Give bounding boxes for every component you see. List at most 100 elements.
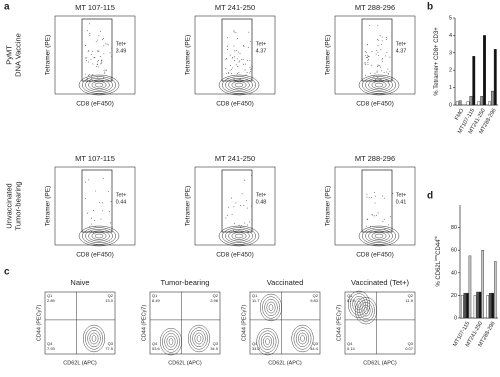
plot-title: MT 241-250 [215, 3, 255, 12]
event-dot [249, 79, 251, 81]
contour [263, 335, 272, 348]
contour [87, 330, 101, 347]
event-dot [89, 226, 91, 227]
event-dot [97, 77, 99, 79]
event-dot [231, 73, 232, 75]
event-dot [99, 201, 100, 203]
plot-title: MT 107-115 [75, 3, 115, 12]
bar [463, 292, 467, 319]
bar [466, 101, 470, 106]
panel-letter: a [4, 2, 10, 13]
event-dot [376, 66, 378, 67]
contour [374, 233, 384, 239]
quadrant-name: Q3 [313, 341, 319, 346]
event-dot [377, 45, 379, 47]
y-axis-label: CD44 (PECy7) [141, 305, 147, 342]
event-dot [242, 45, 244, 47]
contour [258, 330, 277, 353]
event-dot [84, 57, 86, 59]
bar [493, 49, 497, 106]
event-dot [366, 51, 368, 53]
event-dot [385, 79, 387, 81]
plot-frame [249, 291, 321, 355]
event-dot [377, 51, 379, 53]
event-dot [375, 53, 377, 55]
event-dot [225, 57, 227, 59]
event-dot [87, 61, 89, 63]
contour [81, 76, 117, 94]
bar [461, 295, 464, 319]
event-dot [228, 72, 230, 73]
y-axis-label: Tetramer (PE) [325, 35, 332, 75]
event-dot [367, 54, 368, 56]
event-dot [235, 202, 237, 204]
contour [358, 74, 400, 96]
event-dot [235, 79, 237, 81]
y-tick-label: 60 [451, 248, 457, 254]
plot-frame [194, 166, 276, 246]
event-dot [235, 64, 237, 66]
event-dot [381, 40, 383, 42]
event-dot [376, 50, 378, 51]
event-dot [373, 215, 375, 217]
event-dot [96, 63, 98, 65]
row-label: PyMT DNA Vaccine [4, 33, 22, 77]
y-axis-label-part: % CD62L [436, 260, 442, 286]
event-dot [373, 75, 375, 77]
event-dot [381, 44, 383, 46]
event-dot [90, 59, 92, 61]
event-dot [386, 71, 388, 73]
event-dot [99, 76, 101, 78]
event-dot [372, 214, 374, 216]
contour [368, 230, 390, 242]
quadrant-name: Q4 [347, 341, 353, 346]
event-dot [105, 43, 107, 45]
event-dot [239, 53, 241, 55]
event-dot [386, 51, 388, 53]
y-tick-label: 20 [451, 293, 457, 299]
event-dot [105, 69, 107, 71]
event-dot [242, 76, 244, 78]
event-dot [92, 63, 94, 65]
contour [352, 295, 366, 313]
event-dot [238, 61, 240, 63]
event-dot [249, 60, 251, 62]
contour [187, 324, 211, 353]
contour [291, 324, 314, 353]
event-dot [226, 49, 228, 50]
event-dot [242, 59, 244, 60]
y-axis-label: Tetramer (PE) [185, 186, 192, 226]
contour [300, 335, 305, 342]
quadrant-value: 0.07 [405, 346, 414, 351]
event-dot [383, 197, 385, 199]
event-dot [377, 64, 379, 66]
contour [361, 227, 397, 245]
bar [472, 56, 476, 106]
gate-label: Tet+ [256, 192, 267, 198]
event-dot [245, 63, 246, 65]
event-dot [96, 66, 98, 67]
quadrant-name: Q1 [252, 293, 258, 298]
event-dot [233, 206, 235, 208]
contour [164, 333, 178, 351]
y-tick-label: 40 [451, 270, 457, 276]
event-dot [93, 57, 95, 59]
event-dot [89, 34, 91, 36]
event-dot [226, 73, 228, 75]
contour [295, 330, 310, 347]
gate-value: 4.37 [396, 48, 407, 54]
quadrant-value: 8.49 [152, 298, 161, 303]
event-dot [240, 205, 242, 207]
contour [196, 335, 202, 342]
event-dot [377, 25, 379, 27]
contour [293, 327, 312, 350]
quadrant-value: 11.7 [252, 298, 260, 303]
event-dot [247, 224, 249, 226]
contour [228, 230, 250, 242]
event-dot [235, 32, 237, 34]
y-tick-label: 2 [449, 68, 452, 74]
event-dot [247, 46, 249, 48]
event-dot [367, 57, 368, 59]
event-dot [225, 217, 227, 219]
